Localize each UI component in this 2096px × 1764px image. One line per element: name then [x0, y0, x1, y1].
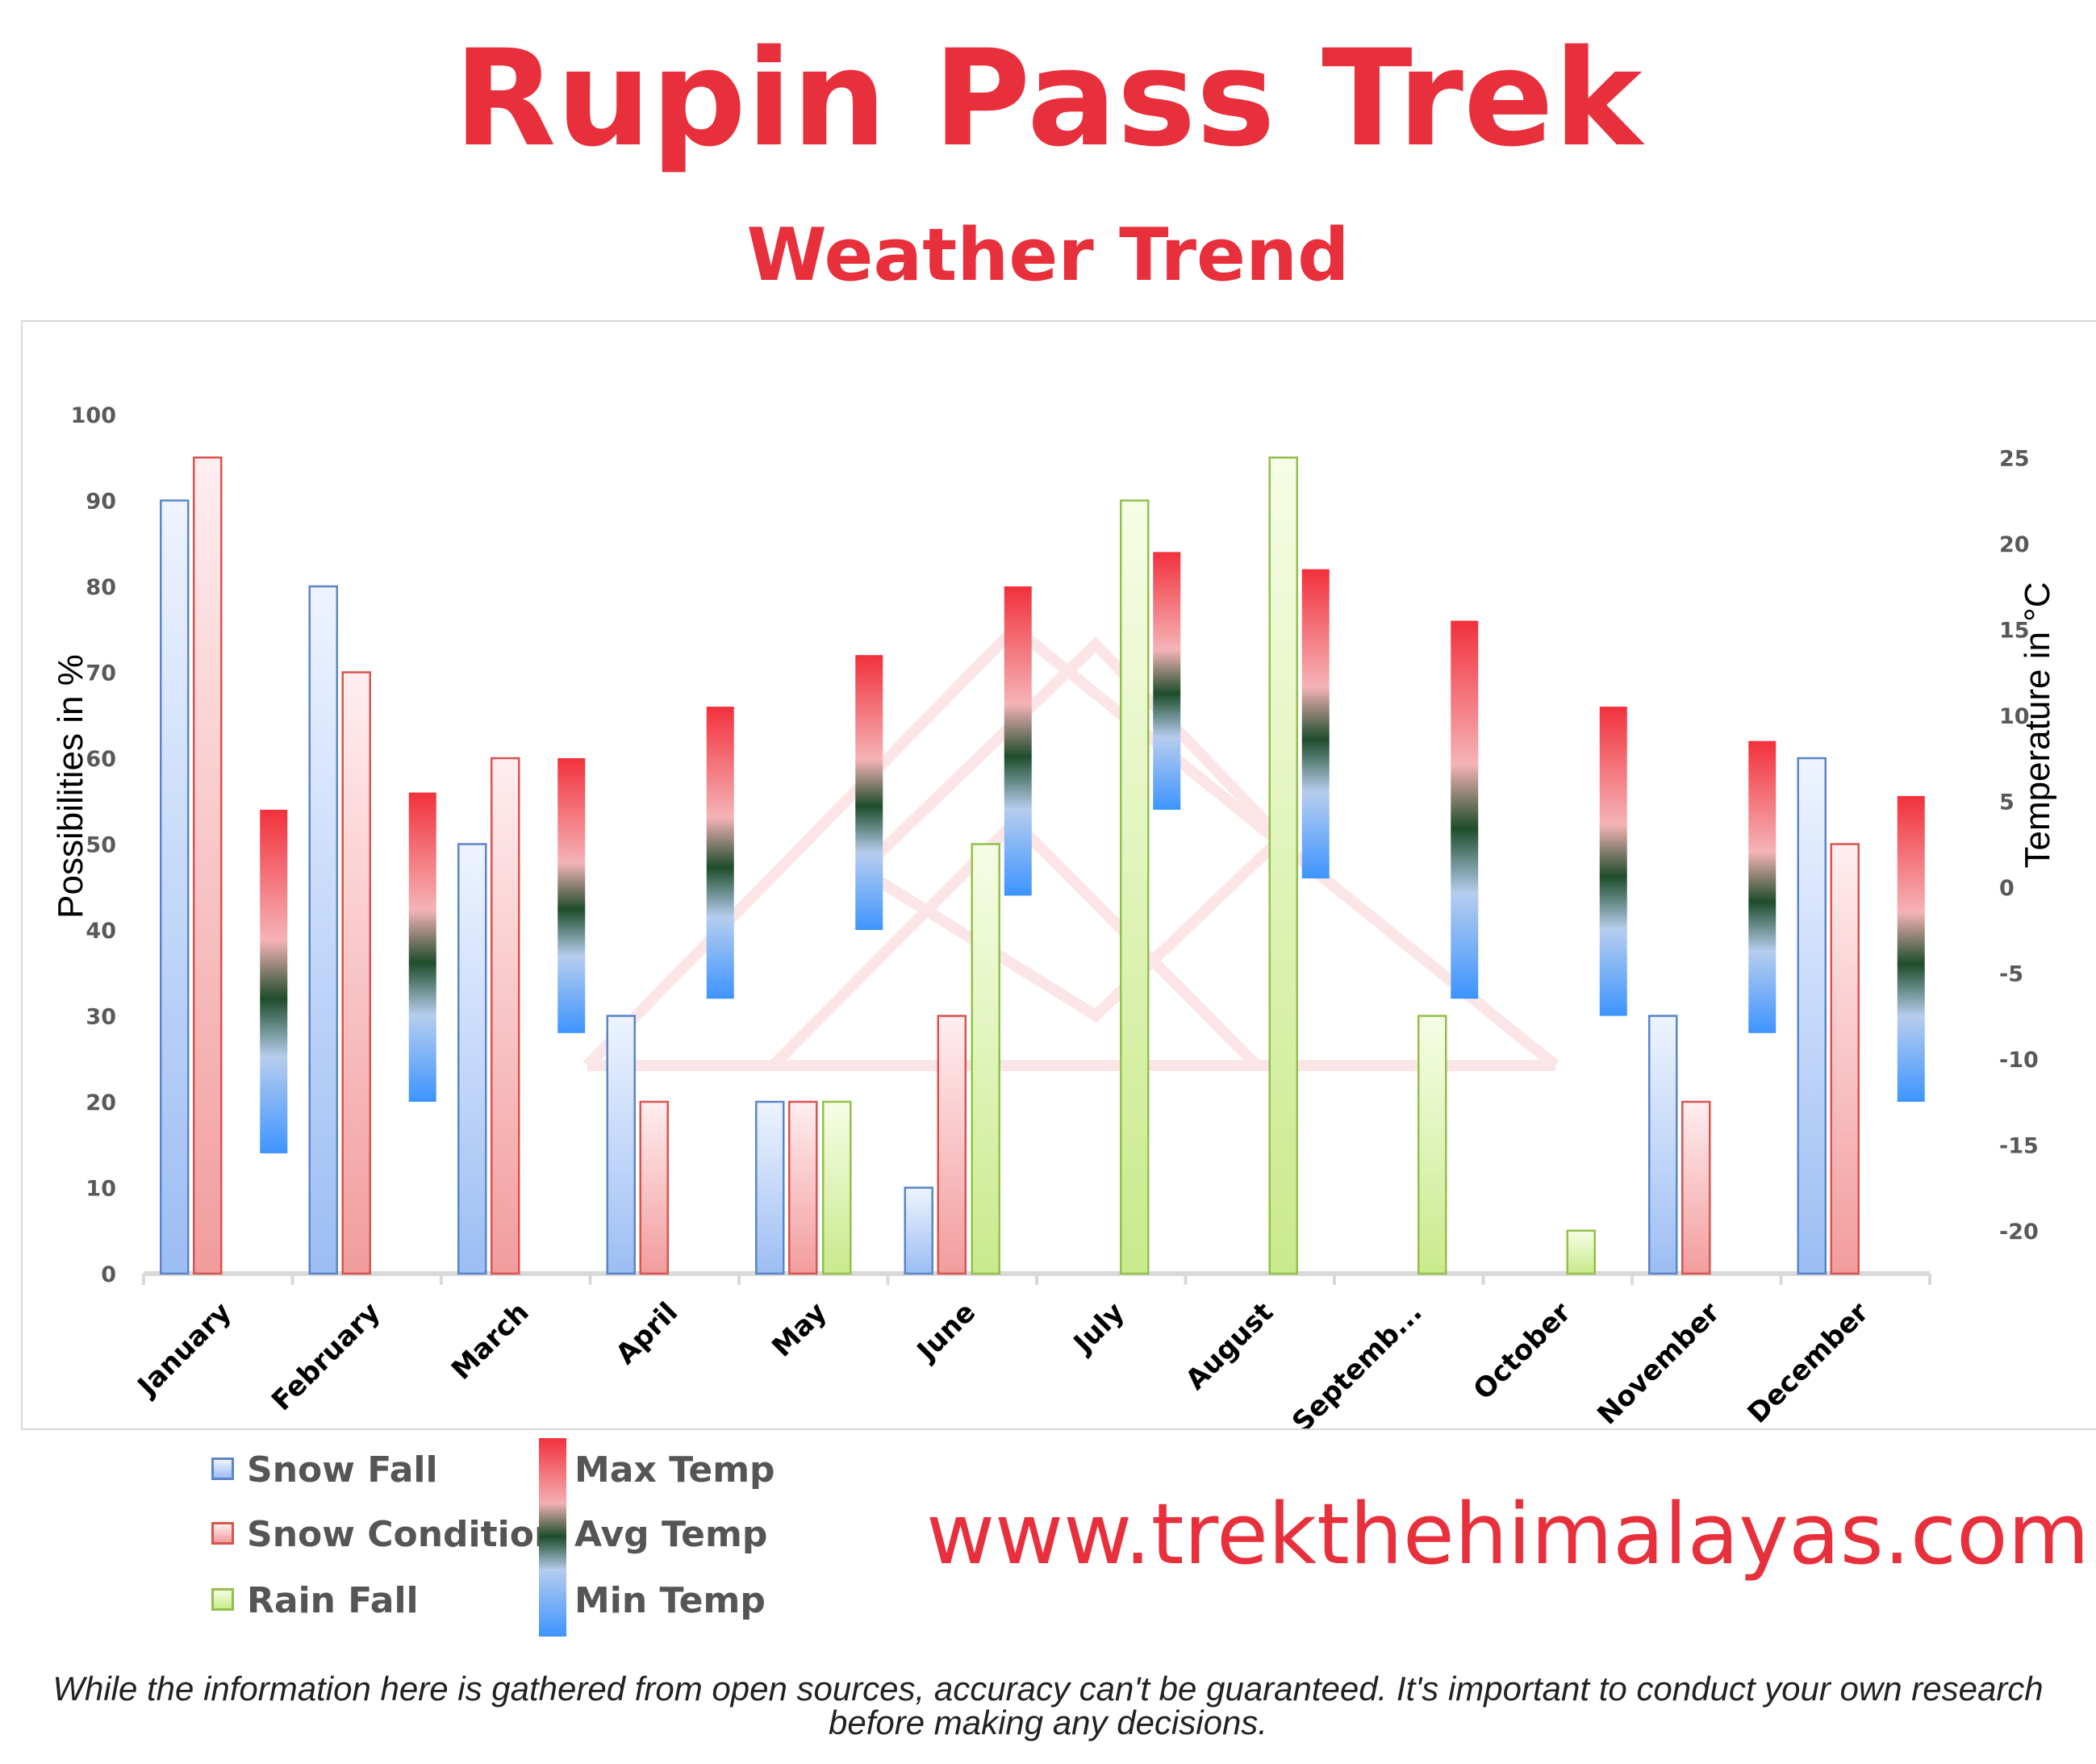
legend-swatch-max-temp [539, 1438, 566, 1506]
bar-snow-fall-june [904, 1186, 933, 1275]
temp-range-december [1897, 795, 1925, 1102]
temp-range-july [1153, 552, 1181, 810]
y-left-tick-label: 90 [86, 490, 116, 515]
y-left-tick-label: 100 [71, 403, 116, 428]
bar-snow-fall-january [160, 499, 190, 1275]
y-left-tick-label: 40 [86, 919, 116, 944]
legend-swatch-avg-temp [539, 1503, 566, 1570]
y-left-tick-label: 60 [86, 747, 116, 772]
disclaimer-text: While the information here is gathered f… [52, 1670, 2044, 1741]
bar-snow-condition-december [1830, 843, 1860, 1275]
legend-label-snow-condition: Snow Condition [247, 1514, 560, 1555]
y-left-tick-label: 50 [86, 833, 116, 858]
y-left-tick-label: 70 [86, 661, 116, 686]
y-left-tick-label: 0 [101, 1262, 116, 1287]
bar-snow-condition-february [341, 671, 371, 1275]
website-url: www.trekthehimalayas.com [926, 1485, 2090, 1583]
legend-swatch-snow-condition [211, 1522, 234, 1545]
chart-panel: 0 10 20 30 40 50 60 70 80 90 100 -20 -15 -10 -5 0 5 10 15 2… [21, 320, 2096, 1430]
bar-snow-condition-april [639, 1100, 669, 1275]
y-right-tick-label: -10 [1999, 1048, 2039, 1073]
x-tick-label-december: December [1742, 1296, 1876, 1428]
bar-snow-fall-february [308, 585, 338, 1275]
y-right-tick-label: -5 [1999, 961, 2023, 986]
page-subtitle: Weather Trend [746, 213, 1350, 298]
legend-label-snow-fall: Snow Fall [247, 1449, 438, 1491]
bar-snow-condition-november [1681, 1100, 1711, 1275]
x-tick-label-july: July [1067, 1296, 1131, 1361]
bar-rain-fall-august [1268, 457, 1298, 1275]
y-axis-label-left: Possibilities in % [51, 654, 90, 919]
y-left-tick-label: 10 [86, 1177, 116, 1202]
bar-snow-condition-june [937, 1015, 967, 1275]
temp-range-june [1004, 586, 1032, 896]
x-tick-label-august: August [1180, 1296, 1280, 1396]
bar-rain-fall-septemb [1418, 1015, 1447, 1275]
temp-range-august [1301, 569, 1330, 879]
bar-snow-fall-april [606, 1015, 636, 1275]
x-tick-label-november: November [1591, 1296, 1726, 1428]
temp-range-april [706, 707, 734, 999]
temp-range-october [1599, 707, 1627, 1016]
bar-snow-condition-march [491, 757, 520, 1275]
x-tick-label-march: March [445, 1296, 536, 1387]
weather-chart: 0 10 20 30 40 50 60 70 80 90 100 -20 -15 -10 -5 0 5 10 15 2… [51, 403, 2057, 1428]
legend-swatch-snow-fall [211, 1457, 234, 1480]
x-tick-label-april: April [610, 1296, 684, 1370]
legend-label-max-temp: Max Temp [574, 1449, 775, 1491]
temp-range-january [260, 809, 288, 1153]
temp-range-november [1748, 740, 1777, 1033]
bar-rain-fall-may [822, 1100, 852, 1275]
temp-range-february [408, 792, 436, 1102]
bar-snow-condition-january [193, 457, 223, 1275]
bar-rain-fall-october [1566, 1229, 1596, 1275]
y-axis-label-right: Temperature in °C [2018, 582, 2057, 868]
x-tick-label-june: June [910, 1296, 982, 1368]
temp-range-septemb [1451, 620, 1479, 999]
y-right-tick-label: 25 [1999, 446, 2030, 471]
y-right-tick-label: -15 [1999, 1133, 2039, 1158]
bar-snow-fall-march [457, 843, 487, 1275]
bar-rain-fall-june [971, 843, 1000, 1275]
y-right-tick-label: 10 [1999, 704, 2030, 729]
y-left-tick-label: 80 [86, 575, 116, 600]
bar-snow-fall-december [1797, 757, 1827, 1275]
temp-range-march [557, 758, 586, 1033]
bar-snow-fall-may [755, 1100, 785, 1275]
y-left-tick-label: 20 [86, 1091, 116, 1116]
bar-snow-condition-may [788, 1100, 818, 1275]
bar-rain-fall-july [1120, 499, 1150, 1275]
legend-label-avg-temp: Avg Temp [574, 1514, 768, 1555]
legend-label-rain-fall: Rain Fall [247, 1580, 419, 1621]
legend-label-min-temp: Min Temp [574, 1580, 766, 1621]
y-right-tick-label: 0 [1999, 876, 2015, 901]
y-right-tick-label: 15 [1999, 618, 2030, 643]
x-tick-label-february: February [265, 1296, 386, 1417]
legend-swatch-rain-fall [211, 1588, 234, 1611]
x-tick-label-october: October [1468, 1296, 1578, 1407]
page-title: Rupin Pass Trek [453, 21, 1643, 176]
temp-range-may [855, 655, 883, 930]
y-left-tick-label: 30 [86, 1005, 116, 1030]
y-right-tick-label: 20 [1999, 532, 2030, 557]
bar-snow-fall-november [1648, 1015, 1678, 1275]
y-right-tick-label: -20 [1999, 1220, 2039, 1245]
legend-swatch-min-temp [539, 1569, 566, 1637]
x-tick-label-may: May [766, 1296, 833, 1363]
x-tick-label-septemb: Septemb... [1286, 1296, 1429, 1428]
y-right-tick-label: 5 [1999, 790, 2015, 815]
x-tick-label-january: January [131, 1296, 238, 1403]
